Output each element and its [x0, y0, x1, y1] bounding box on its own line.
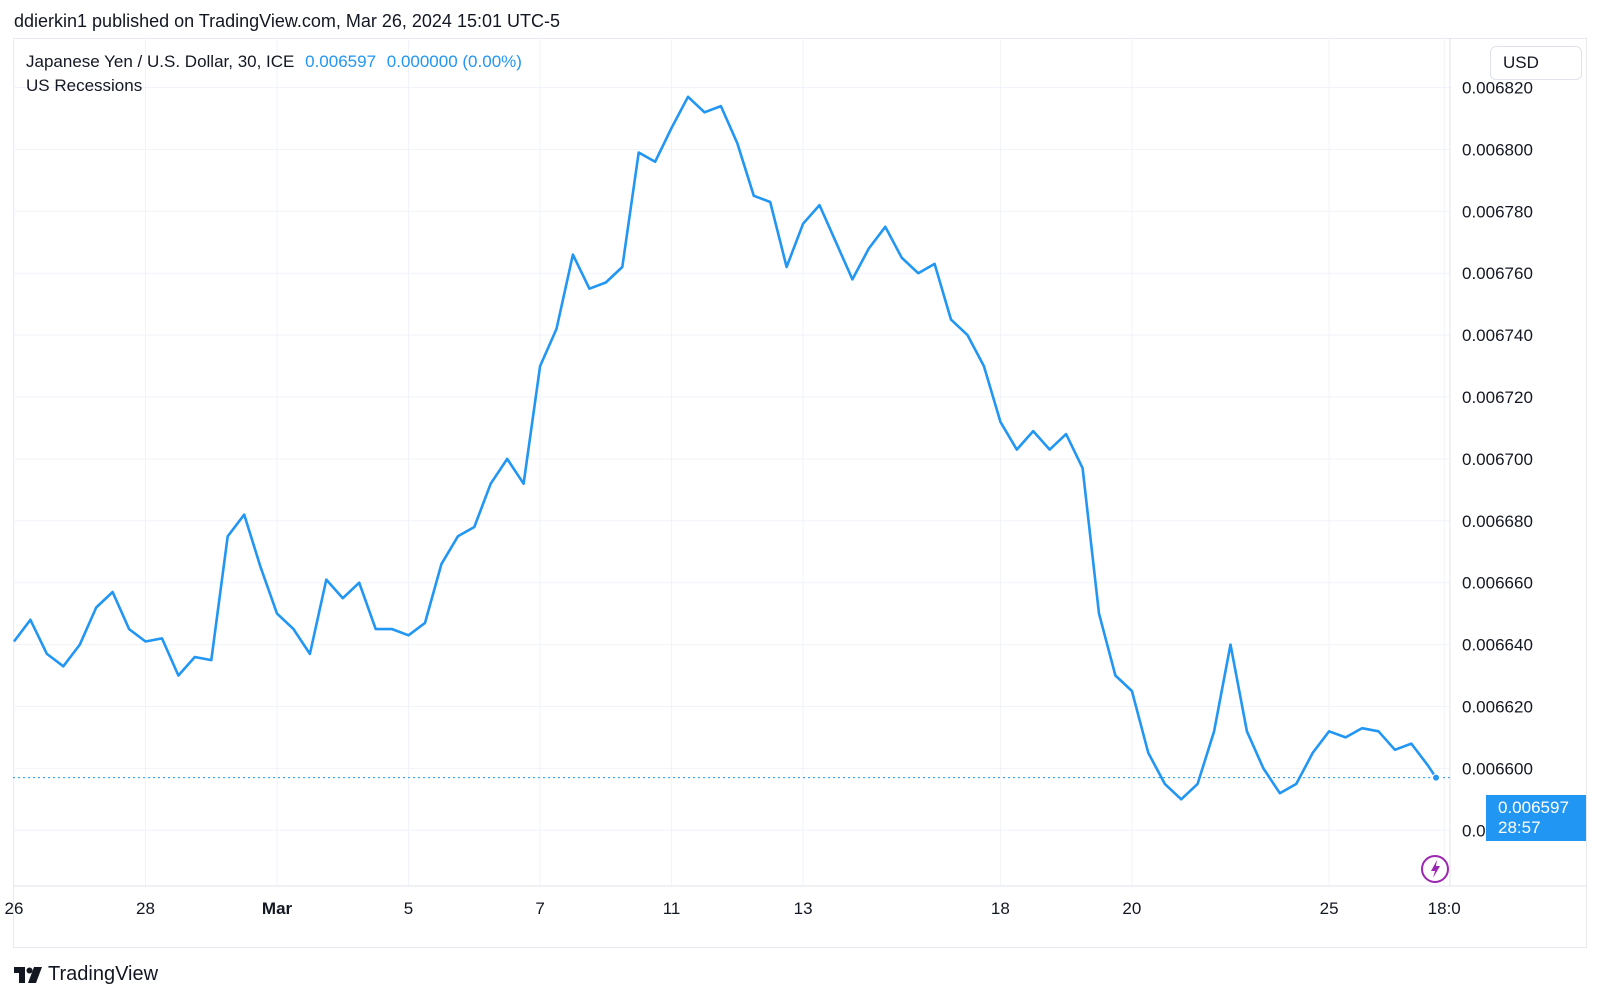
- time-tick-label: 7: [535, 899, 544, 918]
- price-tick-label: 0.006620: [1462, 697, 1533, 716]
- time-tick-label: 18: [991, 899, 1010, 918]
- chart-grid: [13, 38, 1450, 886]
- price-tick-label: 0.006700: [1462, 450, 1533, 469]
- last-price-tag-value: 0.006597: [1498, 798, 1569, 817]
- publish-line: ddierkin1 published on TradingView.com, …: [14, 11, 560, 31]
- tradingview-brand[interactable]: TradingView: [14, 963, 158, 986]
- time-tick-label: 26: [5, 899, 24, 918]
- time-tick-label: 25: [1320, 899, 1339, 918]
- last-price-tag: 0.006597 28:57: [1486, 795, 1586, 841]
- symbol-row: Japanese Yen / U.S. Dollar, 30, ICE 0.00…: [26, 50, 522, 74]
- last-price-value: 0.006597: [305, 52, 377, 71]
- price-tick-label: 0.006820: [1462, 79, 1533, 98]
- time-tick-label: 28: [136, 899, 155, 918]
- time-tick-label: 18:0: [1428, 899, 1461, 918]
- price-tick-label: 0.006640: [1462, 636, 1533, 655]
- currency-button[interactable]: USD: [1490, 46, 1582, 80]
- chart-legend: Japanese Yen / U.S. Dollar, 30, ICE 0.00…: [26, 50, 522, 98]
- time-tick-label: 11: [663, 899, 681, 918]
- price-tick-label: 0.006740: [1462, 326, 1533, 345]
- time-tick-label: Mar: [262, 899, 293, 918]
- time-tick-label: 13: [794, 899, 813, 918]
- price-series-line: [12, 95, 1438, 801]
- price-change-value: 0.000000 (0.00%): [386, 52, 522, 71]
- tradingview-logo-icon: [14, 966, 42, 983]
- price-tick-label: 0.006680: [1462, 512, 1533, 531]
- price-tick-label: 0.006660: [1462, 574, 1533, 593]
- time-axis: 26 28 Mar 5 7 11 13 18 20 25 18:0: [5, 899, 1461, 918]
- last-price-dot: [1432, 773, 1440, 782]
- price-tick-label: 0.006720: [1462, 388, 1533, 407]
- price-axis: 0.006820 0.006800 0.006780 0.006760 0.006740…: [1462, 79, 1533, 841]
- bar-countdown: 28:57: [1498, 818, 1541, 837]
- brand-name: TradingView: [48, 963, 159, 985]
- price-tick-label: 0.006760: [1462, 264, 1533, 283]
- price-tick-label: 0.006600: [1462, 759, 1533, 778]
- indicator-label[interactable]: US Recessions: [26, 76, 143, 95]
- price-tick-label: 0.006800: [1462, 140, 1533, 159]
- time-tick-label: 20: [1122, 899, 1141, 918]
- price-tick-label: 0.006780: [1462, 202, 1533, 221]
- symbol-description[interactable]: Japanese Yen / U.S. Dollar, 30, ICE: [26, 52, 295, 71]
- time-tick-label: 5: [404, 899, 413, 918]
- lightning-icon[interactable]: [1421, 855, 1449, 883]
